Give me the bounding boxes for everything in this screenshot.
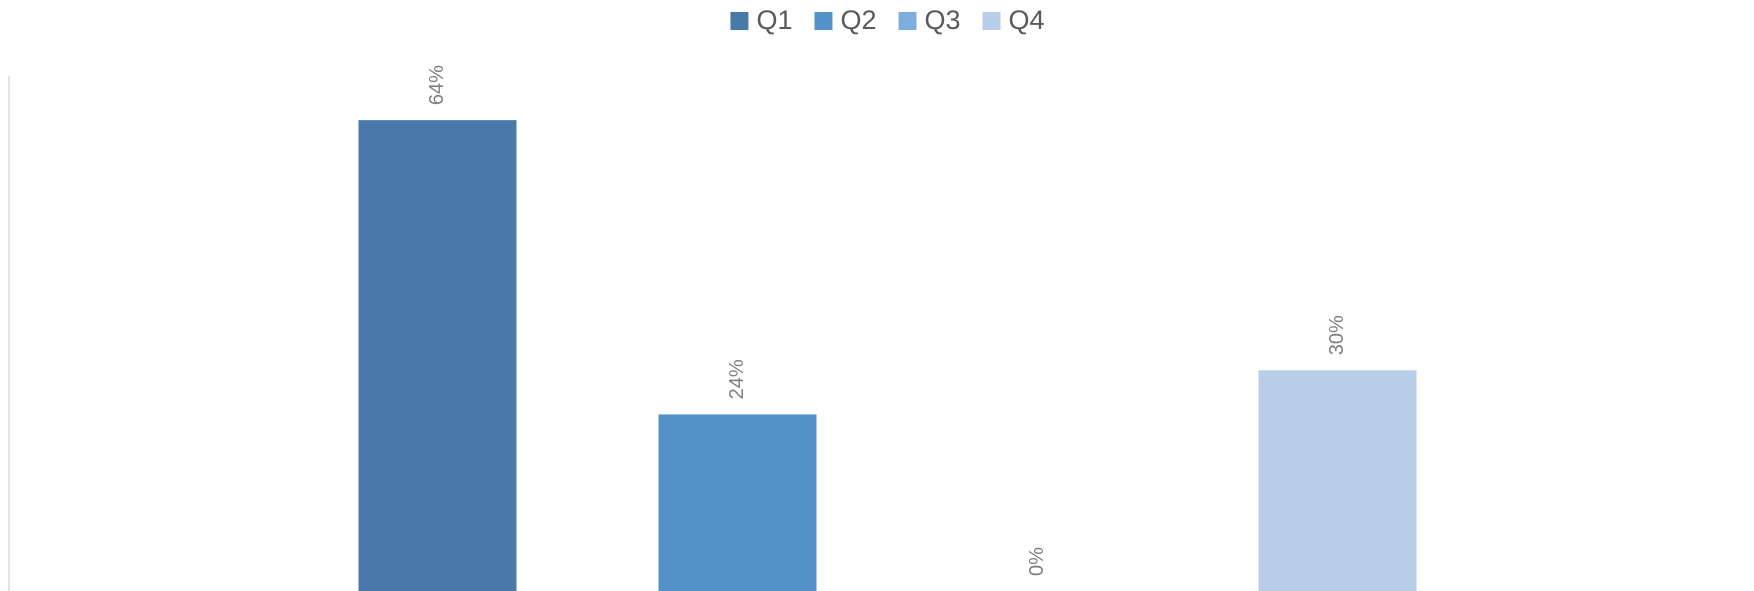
legend-label: Q1	[756, 5, 792, 35]
bar	[658, 414, 817, 591]
legend-swatch	[730, 12, 749, 30]
value-label: 24%	[726, 359, 748, 399]
bar	[1258, 370, 1417, 591]
legend-swatch	[982, 12, 1001, 30]
legend-label: Q3	[925, 5, 961, 35]
legend-swatch	[814, 12, 833, 30]
value-label: 64%	[426, 65, 448, 105]
value-label: 30%	[1326, 315, 1348, 355]
value-label: 0%	[1026, 547, 1048, 576]
legend-label: Q4	[1009, 5, 1045, 35]
legend-swatch	[898, 12, 917, 30]
bar	[358, 120, 517, 591]
legend: Q1 Q2 Q3 Q4	[730, 5, 1045, 35]
legend-label: Q2	[840, 5, 876, 35]
